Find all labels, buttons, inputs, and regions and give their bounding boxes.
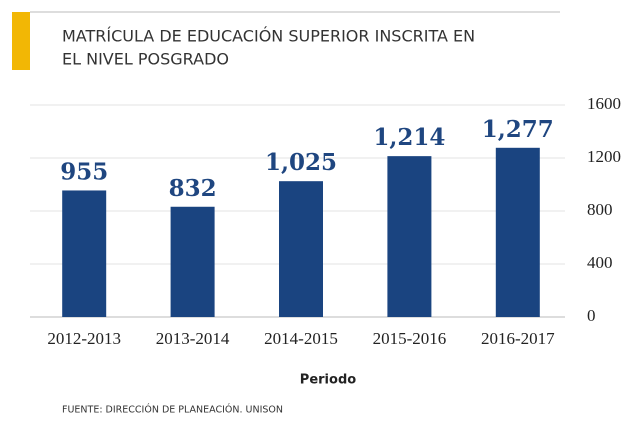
bar xyxy=(495,147,540,317)
data-label: 1,214 xyxy=(373,124,445,151)
data-label: 832 xyxy=(169,175,217,202)
chart-title: MATRÍCULA DE EDUCACIÓN SUPERIOR INSCRITA… xyxy=(62,27,475,46)
bar xyxy=(62,190,107,317)
y-tick-label: 0 xyxy=(587,306,596,325)
x-tick-label: 2012-2013 xyxy=(47,329,121,348)
x-tick-label: 2013-2014 xyxy=(156,329,230,348)
y-tick-label: 800 xyxy=(587,200,613,219)
bar xyxy=(170,206,215,317)
x-axis-label: Periodo xyxy=(300,373,356,388)
x-tick-label: 2014-2015 xyxy=(264,329,338,348)
y-tick-label: 1200 xyxy=(587,147,621,166)
y-tick-label: 1600 xyxy=(587,94,621,113)
y-tick-label: 400 xyxy=(587,253,613,272)
accent-bar xyxy=(12,12,30,70)
x-tick-label: 2016-2017 xyxy=(481,329,555,348)
x-tick-label: 2015-2016 xyxy=(373,329,447,348)
data-label: 955 xyxy=(60,158,108,185)
data-label: 1,025 xyxy=(265,149,337,176)
bar xyxy=(387,156,432,317)
source-note: FUENTE: DIRECCIÓN DE PLANEACIÓN. UNISON xyxy=(62,404,283,416)
data-label: 1,277 xyxy=(482,116,554,143)
chart-title: EL NIVEL POSGRADO xyxy=(62,50,229,69)
bar xyxy=(279,181,323,317)
